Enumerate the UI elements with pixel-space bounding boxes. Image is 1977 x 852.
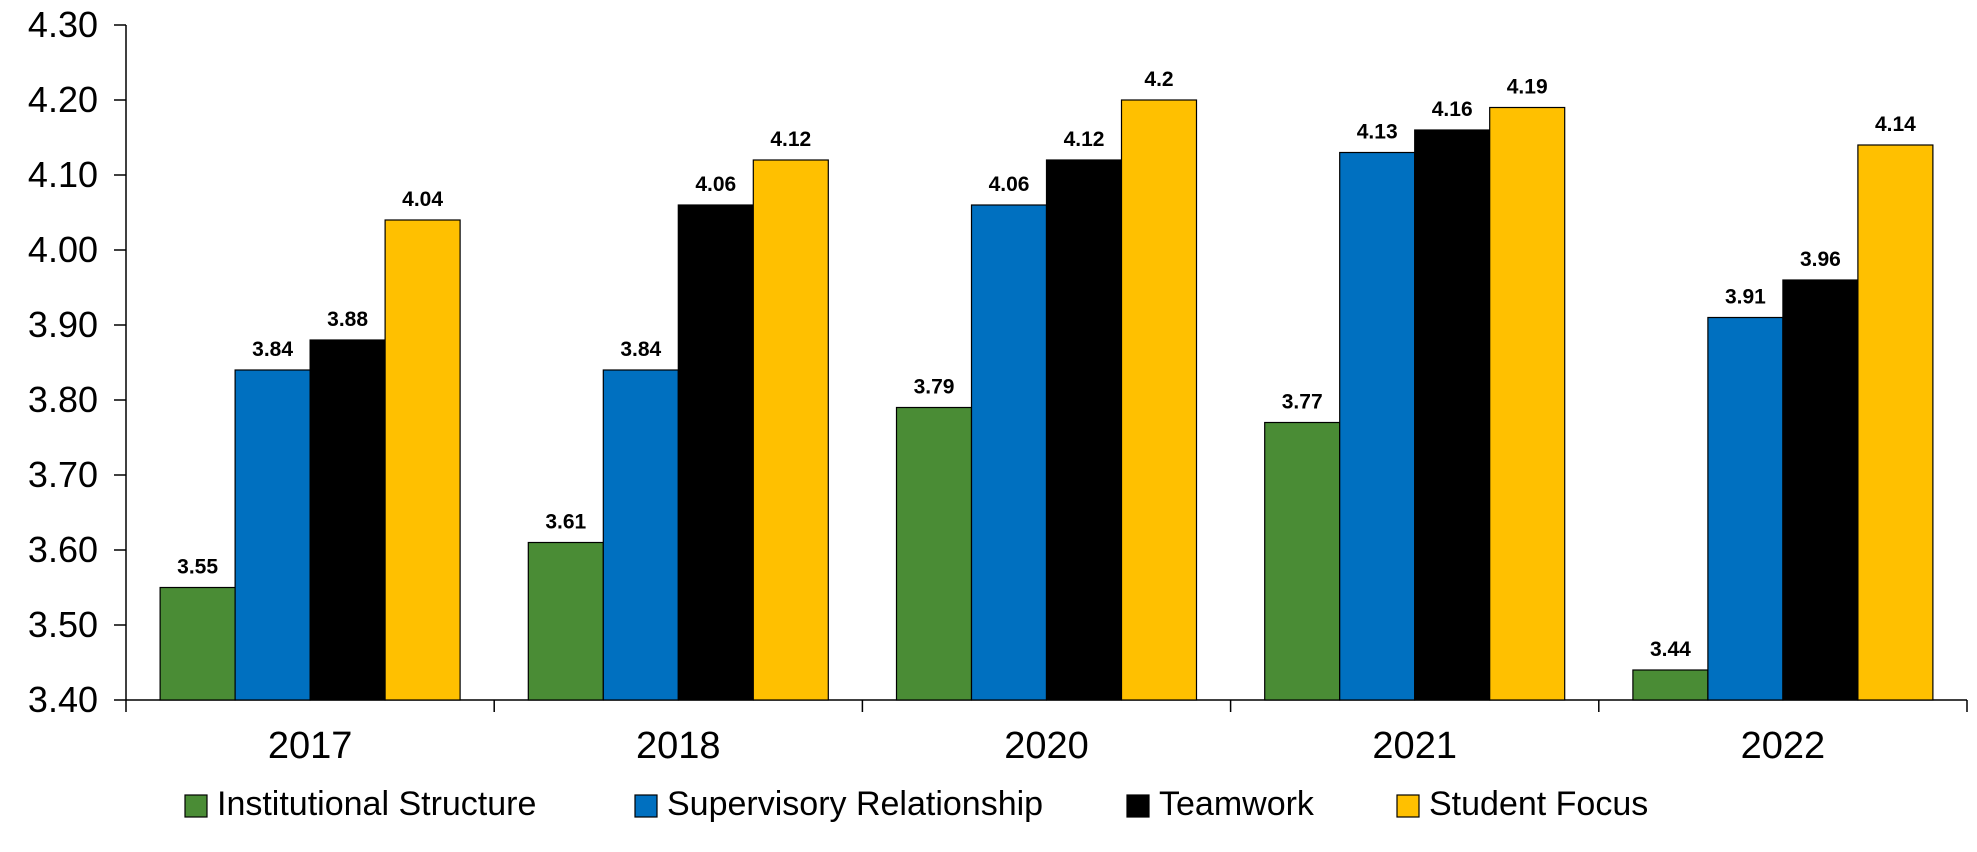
bar-student-focus xyxy=(1489,106,1566,701)
x-category-label: 2020 xyxy=(1004,725,1089,767)
bar-student-focus xyxy=(384,219,461,701)
y-tick-label: 3.80 xyxy=(28,379,98,420)
data-label: 4.13 xyxy=(1357,121,1398,144)
data-label: 3.96 xyxy=(1800,248,1841,271)
bar-institutional-structure xyxy=(527,541,604,701)
bar-supervisory-relationship xyxy=(970,204,1048,701)
bar-student-focus xyxy=(1120,99,1198,701)
y-tick-label: 3.70 xyxy=(28,454,98,495)
data-label: 4.14 xyxy=(1875,113,1916,136)
bar-supervisory-relationship xyxy=(1339,151,1416,701)
data-label: 3.84 xyxy=(620,338,661,361)
legend-swatch xyxy=(634,794,658,818)
bar-supervisory-relationship xyxy=(234,369,311,701)
y-tick-label: 4.30 xyxy=(28,4,98,45)
y-tick-label: 3.60 xyxy=(28,529,98,570)
legend-item-label: Student Focus xyxy=(1429,785,1648,823)
bar-supervisory-relationship xyxy=(1707,316,1784,701)
legend-swatch xyxy=(1396,794,1420,818)
legend-swatch xyxy=(1126,794,1150,818)
legend-item-label: Institutional Structure xyxy=(217,785,536,823)
x-category-label: 2021 xyxy=(1372,725,1457,767)
bar-institutional-structure xyxy=(895,406,973,701)
bar-teamwork xyxy=(677,204,754,701)
data-label: 4.2 xyxy=(1144,68,1173,91)
data-label: 3.61 xyxy=(545,511,586,534)
bar-teamwork xyxy=(1414,129,1491,701)
y-tick-label: 3.40 xyxy=(28,679,98,720)
bars xyxy=(159,99,1934,701)
data-labels: 3.55 3.61 3.79 3.77 3.44 3.84 3.84 4.06 4.13 3.91… xyxy=(177,68,1916,661)
data-label: 4.04 xyxy=(402,188,443,211)
data-label: 4.12 xyxy=(770,128,811,151)
bar-teamwork xyxy=(1045,159,1123,701)
bar-student-focus xyxy=(752,159,829,701)
y-tick-label: 4.10 xyxy=(28,154,98,195)
bar-teamwork xyxy=(309,339,386,701)
legend: Institutional Structure Supervisory Relat… xyxy=(184,785,1648,823)
data-label: 3.44 xyxy=(1650,638,1691,661)
bar-teamwork xyxy=(1782,279,1859,701)
axes: 3.40 3.50 3.60 3.70 3.80 3.90 4.00 4.10 4.20 4.30… xyxy=(28,4,1968,767)
data-label: 3.91 xyxy=(1725,286,1766,309)
legend-item-label: Supervisory Relationship xyxy=(667,785,1043,823)
bar-institutional-structure xyxy=(1632,669,1709,701)
y-tick-label: 4.00 xyxy=(28,229,98,270)
data-label: 3.77 xyxy=(1282,391,1323,414)
data-label: 3.55 xyxy=(177,556,218,579)
data-label: 3.79 xyxy=(914,376,955,399)
y-tick-label: 3.50 xyxy=(28,604,98,645)
data-label: 4.06 xyxy=(695,173,736,196)
data-label: 3.88 xyxy=(327,308,368,331)
y-tick-label: 3.90 xyxy=(28,304,98,345)
data-label: 3.84 xyxy=(252,338,293,361)
data-label: 4.16 xyxy=(1432,98,1473,121)
data-label: 4.06 xyxy=(989,173,1030,196)
legend-swatch xyxy=(184,794,208,818)
y-tick-label: 4.20 xyxy=(28,79,98,120)
bar-supervisory-relationship xyxy=(602,369,679,701)
data-label: 4.19 xyxy=(1507,76,1548,99)
x-category-label: 2022 xyxy=(1741,725,1826,767)
legend-item-label: Teamwork xyxy=(1159,785,1315,823)
data-label: 4.12 xyxy=(1064,128,1105,151)
bar-institutional-structure xyxy=(159,586,236,701)
bar-student-focus xyxy=(1857,144,1934,701)
x-category-label: 2018 xyxy=(636,725,721,767)
x-category-label: 2017 xyxy=(268,725,353,767)
bar-institutional-structure xyxy=(1264,421,1341,701)
